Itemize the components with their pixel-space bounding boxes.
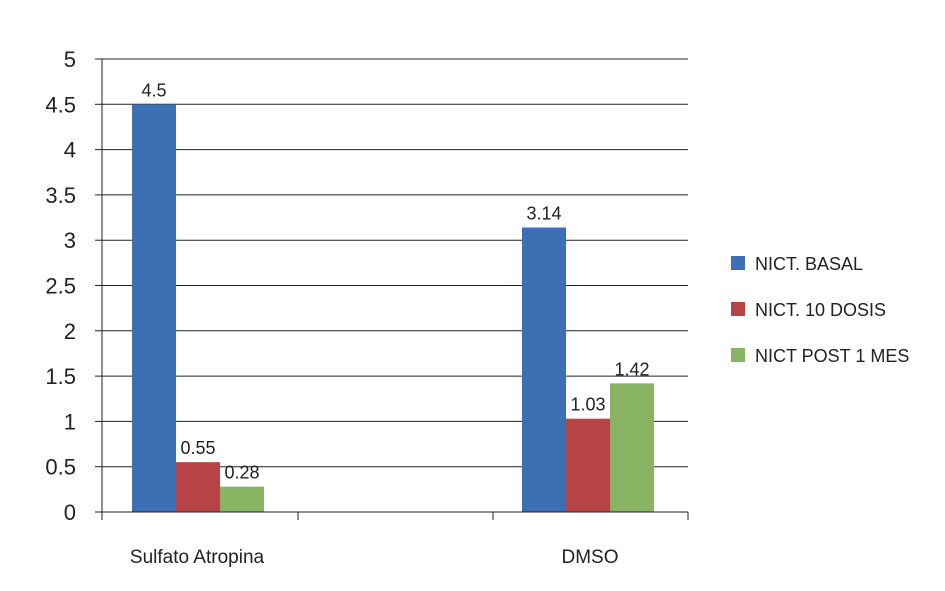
bar: [522, 227, 566, 513]
y-tick-label: 3.5: [45, 183, 76, 208]
bar: [132, 104, 176, 513]
x-axis: [101, 511, 689, 520]
category-label: DMSO: [562, 547, 619, 568]
category-labels: Sulfato Atropina DMSO: [130, 547, 619, 568]
y-tick-label: 4: [64, 138, 76, 163]
data-labels: 4.5 3.14 0.55 1.03 0.28 1.42: [141, 80, 649, 482]
y-tick-label: 1: [64, 409, 76, 434]
bar: [176, 462, 220, 512]
y-axis-ticks: 0 0.5 1 1.5 2 2.5 3 3.5 4 4.5 5: [45, 47, 103, 525]
data-label: 1.03: [570, 395, 605, 415]
y-tick-label: 5: [64, 47, 76, 72]
legend-label: NICT POST 1 MES: [755, 346, 909, 366]
y-tick-label: 2: [64, 319, 76, 344]
y-tick-label: 1.5: [45, 364, 76, 389]
data-label: 3.14: [526, 204, 561, 224]
legend-swatch: [731, 256, 745, 270]
gridlines: [102, 58, 688, 468]
data-label: 0.55: [180, 438, 215, 458]
y-tick-label: 0: [64, 500, 76, 525]
legend-swatch: [731, 348, 745, 362]
bar: [610, 383, 654, 512]
bar: [566, 418, 610, 512]
y-tick-label: 2.5: [45, 274, 76, 299]
bars: [132, 104, 654, 513]
legend-swatch: [731, 302, 745, 316]
category-label: Sulfato Atropina: [130, 547, 265, 568]
legend-label: NICT. BASAL: [755, 254, 863, 274]
data-label: 1.42: [614, 359, 649, 379]
data-label: 0.28: [224, 463, 259, 483]
bar: [220, 486, 264, 512]
y-tick-label: 3: [64, 228, 76, 253]
y-tick-label: 0.5: [45, 455, 76, 480]
legend-label: NICT. 10 DOSIS: [755, 300, 886, 320]
y-tick-label: 4.5: [45, 92, 76, 117]
legend: NICT. BASAL NICT. 10 DOSIS NICT POST 1 MES: [731, 254, 909, 366]
data-label: 4.5: [141, 80, 166, 100]
